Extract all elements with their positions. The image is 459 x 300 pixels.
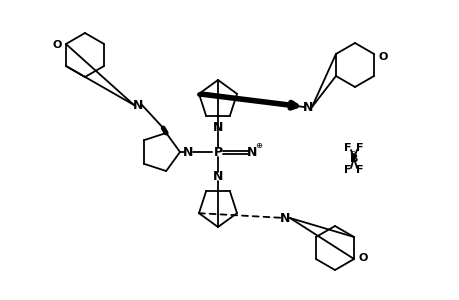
Text: N: N: [213, 170, 223, 184]
Text: F: F: [343, 165, 351, 175]
Text: P: P: [213, 146, 222, 158]
Text: N: N: [279, 212, 290, 224]
Text: N: N: [213, 121, 223, 134]
Text: ⊕: ⊕: [255, 140, 262, 149]
Text: O: O: [358, 253, 367, 263]
Text: ⊖: ⊖: [348, 148, 354, 158]
Text: F: F: [343, 143, 351, 153]
Text: F: F: [355, 165, 363, 175]
Text: N: N: [133, 98, 143, 112]
Text: N: N: [182, 146, 193, 158]
Text: N: N: [302, 100, 313, 113]
Text: B: B: [349, 154, 358, 164]
Text: N: N: [246, 146, 257, 158]
Text: F: F: [355, 143, 363, 153]
Text: O: O: [377, 52, 387, 62]
Text: O: O: [52, 40, 62, 50]
